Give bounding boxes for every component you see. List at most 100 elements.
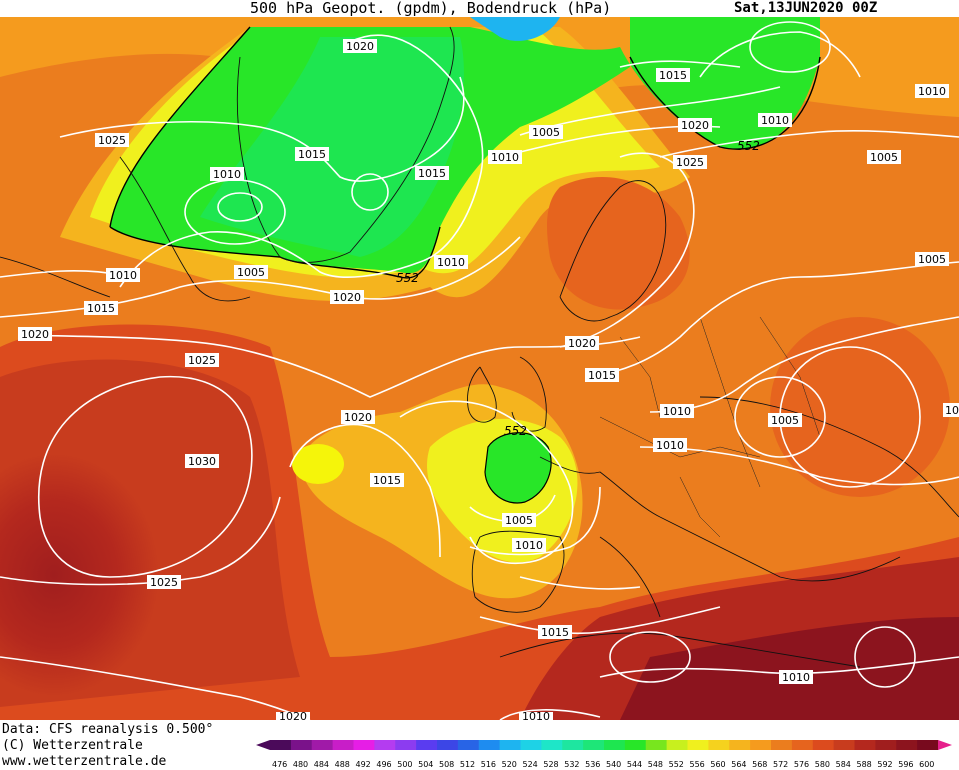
isobar-label: 1020 bbox=[341, 410, 375, 424]
svg-text:1025: 1025 bbox=[150, 576, 178, 589]
height-labels: 552 552 552 bbox=[396, 139, 760, 438]
field-azores-highlight bbox=[292, 444, 344, 484]
colorbar-segment bbox=[416, 740, 438, 750]
colorbar-tick-label: 480 bbox=[293, 760, 308, 769]
colorbar-tick-label: 528 bbox=[543, 760, 558, 769]
svg-text:1010: 1010 bbox=[213, 168, 241, 181]
isobar-label: 1020 bbox=[330, 290, 364, 304]
isobar-label: 1005 bbox=[915, 252, 949, 266]
colorbar-tick-label: 540 bbox=[606, 760, 621, 769]
colorbar-tick-label: 532 bbox=[564, 760, 579, 769]
colorbar-tick-label: 504 bbox=[418, 760, 433, 769]
isobar-label: 1005 bbox=[234, 265, 268, 279]
svg-text:1025: 1025 bbox=[188, 354, 216, 367]
svg-text:1010: 1010 bbox=[437, 256, 465, 269]
svg-text:1015: 1015 bbox=[541, 626, 569, 639]
svg-text:1010: 1010 bbox=[656, 439, 684, 452]
svg-text:10: 10 bbox=[945, 404, 959, 417]
isobar-label: 1010 bbox=[779, 670, 813, 684]
isobar-label: 1015 bbox=[656, 68, 690, 82]
isobar-label: 1005 bbox=[867, 150, 901, 164]
svg-text:1020: 1020 bbox=[568, 337, 596, 350]
colorbar-tick-label: 572 bbox=[773, 760, 788, 769]
isobar-label: 1030 bbox=[185, 454, 219, 468]
colorbar-tick-label: 564 bbox=[731, 760, 746, 769]
svg-text:1010: 1010 bbox=[761, 114, 789, 127]
coastlines bbox=[0, 26, 959, 668]
isobar-label: 1015 bbox=[84, 301, 118, 315]
colorbar-segment bbox=[771, 740, 793, 750]
isobar-label: 1020 bbox=[343, 39, 377, 53]
colorbar-segment bbox=[457, 740, 480, 750]
colorbar-tick-label: 600 bbox=[919, 760, 934, 769]
svg-text:1020: 1020 bbox=[279, 710, 307, 720]
colorbar-segment bbox=[583, 740, 605, 750]
colorbar-segment bbox=[791, 740, 814, 750]
colorbar-segment bbox=[520, 740, 542, 750]
svg-text:1005: 1005 bbox=[505, 514, 533, 527]
height-label: 552 bbox=[737, 139, 760, 153]
svg-text:1015: 1015 bbox=[659, 69, 687, 82]
colorbar-tick-label: 588 bbox=[857, 760, 872, 769]
svg-text:1025: 1025 bbox=[98, 134, 126, 147]
colorbar-arrow-right bbox=[938, 740, 952, 750]
svg-text:1030: 1030 bbox=[188, 455, 216, 468]
colorbar-segment bbox=[395, 740, 417, 750]
isobar-labels: 1020 1015 1010 1005 1025 1015 1010 1005 … bbox=[18, 39, 959, 720]
isobar-label: 1010 bbox=[106, 268, 140, 282]
svg-text:1005: 1005 bbox=[237, 266, 265, 279]
svg-text:1015: 1015 bbox=[298, 148, 326, 161]
colorbar-arrow-left bbox=[256, 740, 270, 750]
svg-text:1020: 1020 bbox=[346, 40, 374, 53]
svg-text:1015: 1015 bbox=[87, 302, 115, 315]
svg-text:1020: 1020 bbox=[681, 119, 709, 132]
colorbar-tick-label: 524 bbox=[523, 760, 538, 769]
colorbar-segment bbox=[833, 740, 855, 750]
isobar-label: 1010 bbox=[210, 167, 244, 181]
isobar-label: 1025 bbox=[147, 575, 181, 589]
height-label: 552 bbox=[396, 271, 419, 285]
map-date: Sat,13JUN2020 00Z bbox=[734, 0, 878, 16]
colorbar-tick-label: 596 bbox=[898, 760, 913, 769]
svg-text:1010: 1010 bbox=[109, 269, 137, 282]
colorbar-tick-label: 544 bbox=[627, 760, 642, 769]
isobar-label: 1005 bbox=[502, 513, 536, 527]
isobar-label: 1010 bbox=[653, 438, 687, 452]
isobar-label: 1015 bbox=[585, 368, 619, 382]
colorbar-segment bbox=[353, 740, 375, 750]
weather-map: 1020 1015 1010 1005 1025 1015 1010 1005 … bbox=[0, 17, 959, 720]
colorbar-segment bbox=[562, 740, 584, 750]
footer-data-source: Data: CFS reanalysis 0.500° bbox=[2, 722, 214, 737]
colorbar-tick-label: 580 bbox=[815, 760, 830, 769]
colorbar-segment bbox=[812, 740, 835, 750]
colorbar-segment bbox=[290, 740, 313, 750]
colorbar-segment bbox=[708, 740, 730, 750]
svg-text:1010: 1010 bbox=[782, 671, 810, 684]
colorbar-segment bbox=[332, 740, 354, 750]
svg-text:1010: 1010 bbox=[522, 710, 550, 720]
colorbar-tick-label: 520 bbox=[502, 760, 517, 769]
isobar-label: 1010 bbox=[915, 84, 949, 98]
footer-url: www.wetterzentrale.de bbox=[2, 754, 167, 769]
field-africa bbox=[620, 617, 959, 720]
colorbar-segment bbox=[624, 740, 647, 750]
svg-text:1005: 1005 bbox=[870, 151, 898, 164]
colorbar-segment bbox=[750, 740, 772, 750]
colorbar-segment bbox=[917, 740, 939, 750]
colorbar-segment bbox=[729, 740, 751, 750]
isobar-label: 1020 bbox=[18, 327, 52, 341]
colorbar-tick-label: 584 bbox=[836, 760, 851, 769]
field-south-deep bbox=[0, 359, 300, 707]
colorbar-segment bbox=[854, 740, 876, 750]
colorbar-segment bbox=[541, 740, 563, 750]
colorbar-segment bbox=[499, 740, 521, 750]
colorbar-tick-label: 508 bbox=[439, 760, 454, 769]
svg-text:1010: 1010 bbox=[918, 85, 946, 98]
colorbar-tick-label: 484 bbox=[314, 760, 329, 769]
svg-text:1020: 1020 bbox=[333, 291, 361, 304]
isobar-label: 1010 bbox=[519, 710, 553, 720]
isobar-label: 1025 bbox=[95, 133, 129, 147]
colorbar-tick-label: 552 bbox=[669, 760, 684, 769]
colorbar-tick-label: 512 bbox=[460, 760, 475, 769]
field-cutoff-low bbox=[484, 432, 552, 504]
